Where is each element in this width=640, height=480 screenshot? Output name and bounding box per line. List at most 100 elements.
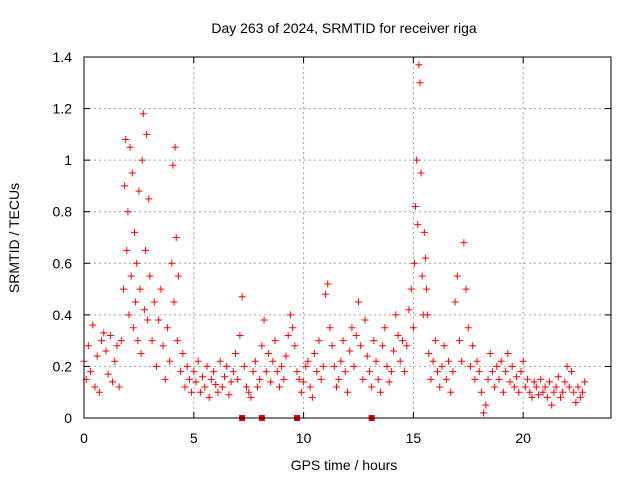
data-point: [387, 368, 395, 376]
data-point: [574, 383, 582, 391]
data-point: [172, 234, 180, 241]
data-point: [123, 246, 131, 254]
data-point: [170, 298, 178, 306]
data-point: [87, 368, 95, 376]
x-tick-label: 5: [190, 430, 198, 446]
data-point: [412, 203, 420, 211]
data-point: [418, 272, 426, 280]
data-point: [423, 285, 431, 293]
data-point: [136, 285, 144, 293]
data-point: [464, 324, 472, 332]
data-point: [84, 342, 92, 350]
data-point: [143, 130, 151, 138]
data-point: [256, 375, 264, 383]
data-point: [210, 368, 218, 376]
data-point: [471, 375, 479, 383]
data-point: [223, 362, 231, 370]
data-point: [405, 306, 413, 314]
data-point: [401, 368, 409, 376]
data-point: [427, 375, 435, 383]
data-point: [194, 357, 202, 365]
data-point: [409, 324, 417, 332]
data-point: [304, 357, 312, 365]
data-point: [163, 324, 171, 332]
data-point: [322, 290, 330, 298]
data-point: [269, 357, 277, 365]
data-point: [394, 331, 402, 339]
data-point: [293, 368, 301, 376]
data-point: [282, 352, 290, 360]
data-point: [535, 391, 543, 399]
data-point: [125, 311, 133, 319]
data-point: [445, 357, 453, 365]
data-point: [348, 324, 356, 332]
data-point: [129, 324, 137, 332]
data-point: [546, 378, 554, 386]
data-point: [497, 357, 505, 365]
data-point: [232, 350, 240, 358]
data-point: [124, 208, 132, 216]
data-point: [227, 378, 235, 386]
data-point: [581, 378, 589, 386]
chart-title: Day 263 of 2024, SRMTID for receiver rig…: [211, 20, 477, 36]
data-point: [171, 143, 179, 151]
data-point: [424, 311, 432, 319]
data-point: [181, 383, 189, 391]
data-point: [354, 298, 362, 306]
data-point: [273, 368, 281, 376]
data-point: [486, 350, 494, 358]
data-point: [453, 272, 461, 280]
y-tick-label: 1.2: [53, 101, 73, 117]
data-point: [381, 324, 389, 332]
data-point: [346, 347, 354, 355]
data-point: [372, 357, 380, 365]
x-axis-label: GPS time / hours: [291, 457, 398, 473]
data-point: [317, 375, 325, 383]
data-point: [532, 383, 540, 391]
data-point: [161, 375, 169, 383]
y-axis-label: SRMTID / TECUs: [6, 183, 22, 293]
data-point: [442, 375, 450, 383]
data-point: [429, 357, 437, 365]
data-point: [185, 375, 193, 383]
data-point: [104, 370, 112, 378]
data-point: [91, 383, 99, 391]
y-tick-label: 0.2: [53, 358, 73, 374]
data-point: [132, 298, 140, 306]
data-point: [434, 368, 442, 376]
data-point: [203, 362, 211, 370]
data-point: [102, 347, 110, 355]
data-point: [376, 388, 384, 396]
data-point: [297, 388, 305, 396]
data-point: [168, 259, 176, 267]
data-point: [576, 393, 584, 401]
y-tick-label: 0.6: [53, 255, 73, 271]
data-point: [134, 337, 142, 345]
data-point: [300, 378, 308, 386]
data-point: [207, 375, 215, 383]
data-point: [260, 316, 268, 324]
data-point: [491, 383, 499, 391]
data-point: [410, 259, 418, 267]
data-point: [93, 352, 101, 360]
data-point: [561, 378, 569, 386]
y-tick-label: 0: [64, 410, 72, 426]
data-point: [530, 378, 538, 386]
data-point: [333, 383, 341, 391]
data-point: [126, 143, 134, 151]
data-point: [113, 342, 121, 350]
data-point: [521, 383, 529, 391]
data-point: [462, 285, 470, 293]
data-point: [234, 375, 242, 383]
data-point: [350, 362, 358, 370]
data-point: [137, 350, 145, 358]
data-point: [495, 375, 503, 383]
data-point: [515, 388, 523, 396]
data-point: [368, 383, 376, 391]
data-point: [169, 161, 177, 169]
data-point: [106, 331, 114, 339]
data-point: [403, 342, 411, 350]
data-point: [477, 388, 485, 396]
data-point: [458, 357, 466, 365]
